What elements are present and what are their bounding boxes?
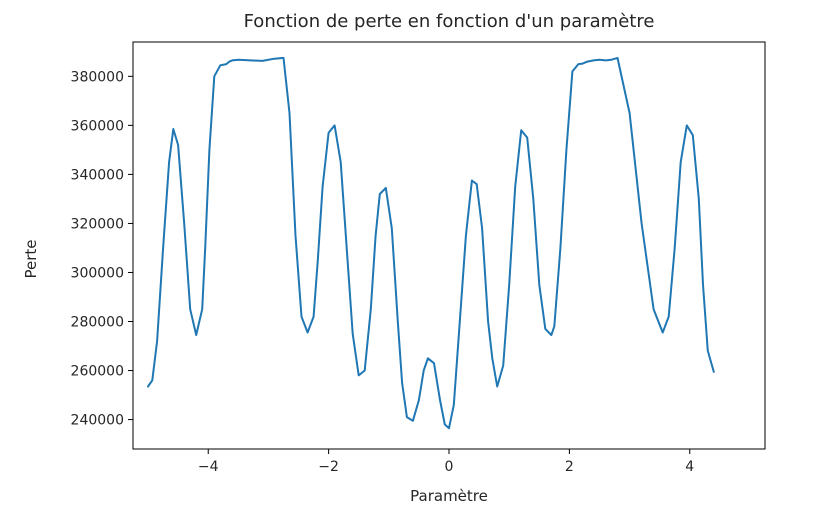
y-tick-label: 320000	[71, 216, 124, 232]
x-tick-label: 0	[445, 459, 454, 475]
x-axis-title: Paramètre	[410, 487, 488, 505]
plot-area: −4 −2 0 2 4 240000 260000 280000 300000 320000 340…	[71, 41, 766, 475]
y-axis-title: Perte	[22, 239, 40, 278]
y-tick-label: 280000	[71, 315, 124, 331]
y-tick-label: 300000	[71, 265, 124, 281]
series-line	[147, 56, 715, 430]
x-tick-label: 2	[565, 459, 574, 475]
x-tick-label: 4	[685, 459, 694, 475]
y-tick-label: 360000	[71, 118, 124, 134]
x-tick-label: −2	[318, 459, 339, 475]
chart-title: Fonction de perte en fonction d'un param…	[244, 11, 655, 32]
y-tick-label: 240000	[71, 413, 124, 429]
y-tick-label: 260000	[71, 364, 124, 380]
x-tick-label: −4	[198, 459, 219, 475]
y-tick-label: 380000	[71, 69, 124, 85]
y-tick-label: 340000	[71, 167, 124, 183]
